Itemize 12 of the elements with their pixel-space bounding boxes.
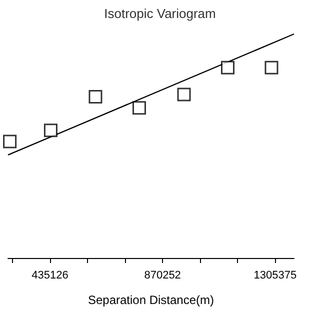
x-tick-label: 870252 — [144, 270, 181, 282]
point — [3, 134, 17, 148]
point — [44, 124, 58, 138]
x-axis-title: Separation Distance(m) — [88, 293, 214, 307]
point — [88, 90, 102, 104]
x-tick-label: 435126 — [32, 270, 68, 282]
point — [132, 101, 146, 115]
point — [220, 60, 234, 74]
point — [177, 88, 191, 102]
point — [264, 60, 278, 74]
chart-title: Isotropic Variogram — [104, 6, 216, 21]
x-tick-label: 1305375 — [254, 270, 297, 282]
